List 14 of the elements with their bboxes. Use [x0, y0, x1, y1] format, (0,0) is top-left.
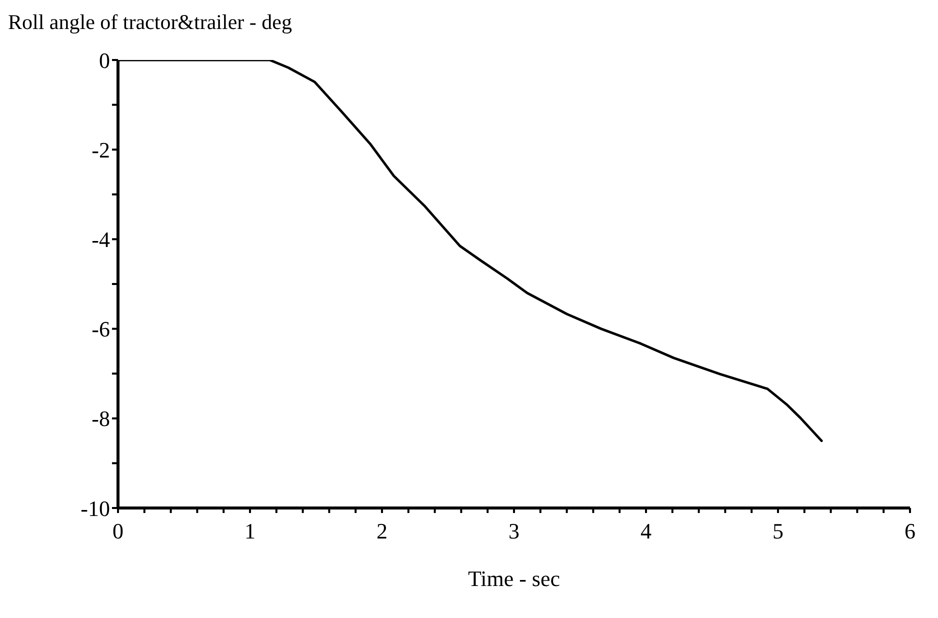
y-tick-label: -6 — [92, 316, 110, 342]
x-axis-title: Time - sec — [468, 566, 560, 591]
x-tick-label: 3 — [508, 518, 520, 544]
y-tick-label: -10 — [80, 496, 110, 521]
y-axis-title: Roll angle of tractor&trailer - deg — [8, 10, 292, 35]
y-tick-label: 0 — [99, 48, 110, 73]
y-tick-label: -4 — [92, 227, 110, 252]
x-tick-label: 1 — [244, 518, 256, 544]
x-tick-label: 4 — [640, 518, 652, 544]
x-tick-label: 6 — [904, 518, 916, 544]
y-tick-label: -2 — [92, 137, 110, 162]
x-tick-label: 5 — [772, 518, 784, 544]
y-tick-label: -8 — [92, 406, 110, 432]
x-tick-label: 2 — [376, 518, 388, 544]
